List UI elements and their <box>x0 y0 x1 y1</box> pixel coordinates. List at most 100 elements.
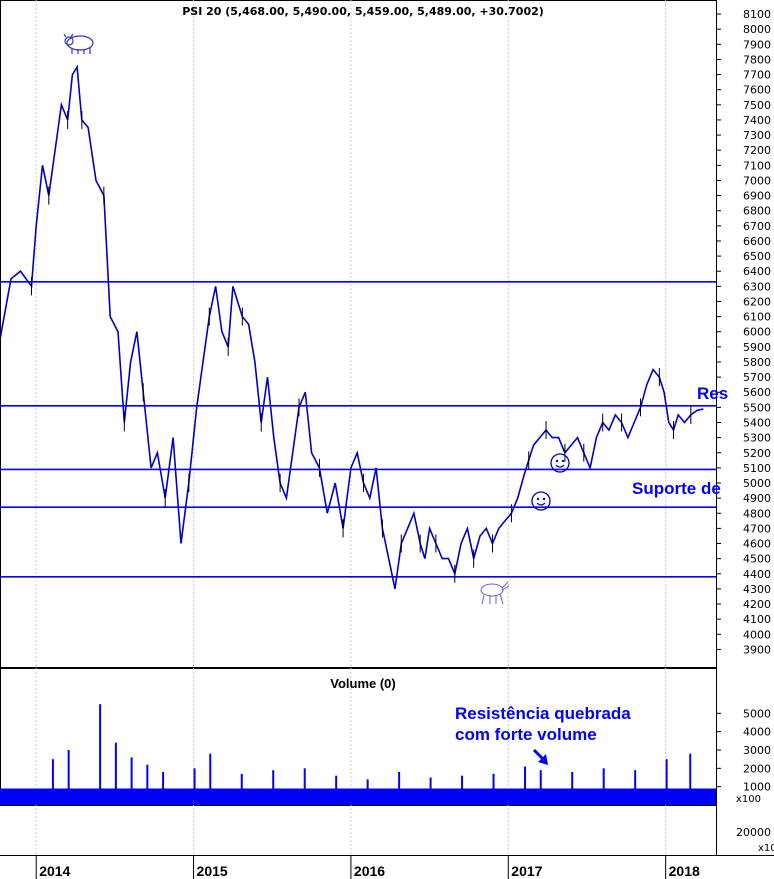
price-tick-label: 5200 <box>743 447 771 460</box>
price-tick-label: 6200 <box>743 295 771 308</box>
price-tick-label: 7300 <box>743 129 771 142</box>
volume-panel-frame <box>0 668 717 806</box>
volume-bar <box>689 753 692 805</box>
volume-tick-label: 1000 <box>743 781 771 794</box>
volume-bar <box>240 773 243 805</box>
smiley-icon-upper <box>550 453 570 473</box>
price-tick-label: 5400 <box>743 416 771 429</box>
price-axis: 3900 4000 4100 4200 4300 4400 4500 4600 4700 4800… <box>716 8 771 656</box>
price-tick-label: 7500 <box>743 99 771 112</box>
volume-base-area <box>0 788 716 805</box>
price-tick-label: 6000 <box>743 326 771 339</box>
volume-bar <box>67 750 70 805</box>
price-tick-label: 4400 <box>743 568 771 581</box>
price-tick-label: 4600 <box>743 538 771 551</box>
volume-bars <box>0 704 716 805</box>
volume-tick-label: 5000 <box>743 707 771 720</box>
price-tick-label: 6300 <box>743 280 771 293</box>
volume-bar <box>193 768 196 805</box>
price-tick-label: 4300 <box>743 583 771 596</box>
price-tick-label: 4000 <box>743 628 771 641</box>
volume-tick-label: 2000 <box>743 762 771 775</box>
volume-bar <box>571 772 574 805</box>
price-tick-label: 5800 <box>743 356 771 369</box>
price-tick-label: 8100 <box>743 8 771 21</box>
year-label-2017: 2017 <box>511 863 542 879</box>
price-tick-label: 5500 <box>743 401 771 414</box>
price-panel-frame <box>0 0 717 668</box>
price-tick-label: 4200 <box>743 598 771 611</box>
vertical-grid <box>35 0 667 855</box>
volume-bar <box>665 759 668 805</box>
volume-title: Volume (0) <box>330 676 396 691</box>
volume-bar <box>303 768 306 805</box>
volume-bar <box>366 779 369 805</box>
price-tick-label: 6800 <box>743 205 771 218</box>
volume-tick-label: 3000 <box>743 744 771 757</box>
year-label-2018: 2018 <box>669 863 700 879</box>
price-tick-label: 4700 <box>743 522 771 535</box>
year-label-2014: 2014 <box>39 863 70 879</box>
horizontal-levels <box>0 281 716 578</box>
price-tick-label: 4900 <box>743 492 771 505</box>
lower-multiplier: x10 <box>758 843 774 854</box>
price-tick-label: 7800 <box>743 53 771 66</box>
chart-title: PSI 20 (5,468.00, 5,490.00, 5,459.00, 5,… <box>182 5 544 18</box>
price-tick-label: 5700 <box>743 371 771 384</box>
price-tick-label: 5900 <box>743 341 771 354</box>
price-series <box>0 64 704 590</box>
volume-note-line1: Resistência quebrada <box>455 704 631 723</box>
volume-bar <box>272 770 275 805</box>
price-tick-label: 6600 <box>743 235 771 248</box>
volume-bar <box>162 772 165 805</box>
year-label-2015: 2015 <box>197 863 228 879</box>
volume-bar <box>539 770 542 805</box>
bull-icon <box>63 33 94 54</box>
price-tick-label: 4100 <box>743 613 771 626</box>
volume-bar <box>602 768 605 805</box>
volume-bar <box>146 764 149 805</box>
price-tick-label: 6400 <box>743 265 771 278</box>
arrow-icon <box>532 748 548 765</box>
volume-note-line2: com forte volume <box>455 725 597 744</box>
resistance-label: Res <box>697 384 728 403</box>
price-tick-label: 7600 <box>743 84 771 97</box>
volume-tick-label: 4000 <box>743 726 771 739</box>
volume-bar <box>335 775 338 805</box>
price-tick-label: 7200 <box>743 144 771 157</box>
price-tick-label: 7100 <box>743 159 771 172</box>
volume-multiplier: x100 <box>736 794 761 805</box>
price-tick-label: 4500 <box>743 553 771 566</box>
volume-bar <box>461 775 464 805</box>
volume-bar <box>209 753 212 805</box>
volume-bar <box>99 704 102 805</box>
volume-axis: 1000 2000 3000 4000 5000 20000 <box>716 707 771 839</box>
price-tick-label: 6700 <box>743 220 771 233</box>
volume-bar <box>492 773 495 805</box>
price-tick-label: 5100 <box>743 462 771 475</box>
price-tick-label: 4800 <box>743 507 771 520</box>
support-label: Suporte de <box>632 479 721 498</box>
year-axis: 2014 2015 2016 2017 2018 <box>35 855 700 879</box>
price-tick-label: 5600 <box>743 386 771 399</box>
price-tick-label: 7900 <box>743 38 771 51</box>
volume-bar <box>114 742 117 805</box>
volume-bar <box>524 766 527 805</box>
smiley-icon-lower <box>531 491 551 511</box>
bear-icon <box>480 581 510 605</box>
price-tick-label: 6900 <box>743 190 771 203</box>
volume-lower-tick-label: 20000 <box>736 826 771 839</box>
price-tick-label: 6500 <box>743 250 771 263</box>
price-tick-label: 7000 <box>743 174 771 187</box>
volume-bar <box>429 777 432 805</box>
price-tick-label: 6100 <box>743 311 771 324</box>
price-tick-label: 7400 <box>743 114 771 127</box>
price-tick-label: 8000 <box>743 23 771 36</box>
price-line <box>0 64 704 590</box>
volume-bar <box>51 759 54 805</box>
price-tick-label: 3900 <box>743 643 771 656</box>
volume-bar <box>634 770 637 805</box>
price-tick-label: 5300 <box>743 432 771 445</box>
price-tick-label: 5000 <box>743 477 771 490</box>
